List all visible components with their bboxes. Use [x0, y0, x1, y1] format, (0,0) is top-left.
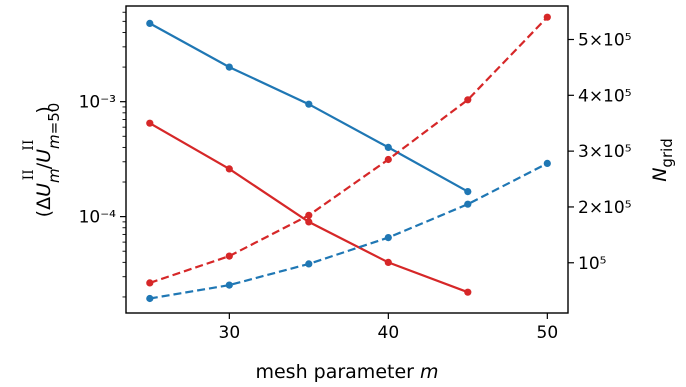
x-tick-label-40: 40 — [378, 323, 400, 343]
data-point-3-1 — [225, 281, 233, 289]
data-point-1-1 — [225, 165, 233, 173]
data-point-1-4 — [464, 288, 472, 296]
left-axis-label: (ΔUmII/Um=50II) — [21, 103, 63, 218]
right-tick-label-2: 3×10⁵ — [578, 142, 632, 162]
chart-ticks: 30 40 50 10⁻³ 10⁻⁴ 10⁵ 2×10⁵ 3×10⁵ 4×10⁵ 5×10⁵ — [79, 11, 632, 343]
data-point-2-0 — [146, 279, 154, 287]
right-tick-label-1: 2×10⁵ — [578, 198, 632, 218]
x-tick-label-50: 50 — [537, 323, 559, 343]
data-point-3-5 — [543, 159, 551, 167]
data-point-2-4 — [464, 96, 472, 104]
data-point-3-0 — [146, 294, 154, 303]
right-tick-label-3: 4×10⁵ — [578, 86, 632, 106]
x-tick-label-30: 30 — [219, 323, 241, 343]
svg-text:Ngrid: Ngrid — [649, 138, 676, 182]
right-tick-label-4: 5×10⁵ — [578, 30, 632, 50]
data-point-2-2 — [305, 211, 313, 219]
data-point-1-0 — [146, 119, 154, 127]
data-point-2-5 — [543, 13, 551, 21]
data-point-3-4 — [464, 200, 472, 208]
data-point-0-3 — [384, 143, 392, 151]
left-tick-label-1: 10⁻⁴ — [79, 208, 117, 228]
data-point-0-2 — [305, 100, 313, 108]
series-line-2 — [149, 16, 549, 284]
series-line-3 — [149, 162, 548, 300]
data-point-2-3 — [384, 155, 392, 164]
data-point-3-3 — [384, 234, 392, 242]
data-point-0-1 — [225, 63, 233, 71]
data-point-0-0 — [146, 19, 154, 27]
chart-marks — [146, 13, 551, 303]
svg-text:(ΔUmII/Um=50II): (ΔUmII/Um=50II) — [21, 103, 63, 218]
data-point-1-2 — [305, 218, 313, 226]
right-tick-label-0: 10⁵ — [578, 254, 606, 274]
plot-frame — [125, 5, 569, 314]
x-axis-label: mesh parameter m — [255, 361, 438, 383]
data-point-2-1 — [225, 252, 233, 260]
data-point-1-3 — [384, 258, 392, 266]
data-point-0-4 — [464, 188, 472, 196]
data-point-3-2 — [305, 260, 313, 268]
right-axis-label: Ngrid — [649, 138, 676, 182]
left-tick-label-0: 10⁻³ — [79, 93, 116, 113]
